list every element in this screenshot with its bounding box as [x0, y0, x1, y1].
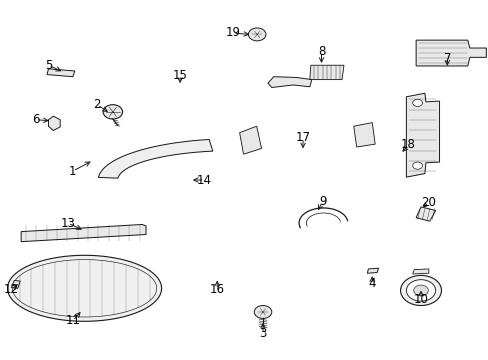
Text: 2: 2: [93, 98, 101, 111]
Polygon shape: [309, 65, 343, 80]
Text: 8: 8: [317, 45, 325, 58]
Circle shape: [413, 285, 427, 296]
Polygon shape: [11, 280, 20, 288]
Circle shape: [412, 99, 422, 107]
Text: 6: 6: [32, 113, 40, 126]
Circle shape: [406, 280, 435, 301]
Circle shape: [254, 306, 271, 319]
Text: 19: 19: [225, 27, 240, 40]
Text: 12: 12: [4, 283, 19, 296]
Polygon shape: [7, 255, 161, 321]
Polygon shape: [267, 77, 311, 87]
Text: 4: 4: [368, 278, 375, 291]
Polygon shape: [353, 123, 374, 147]
Polygon shape: [239, 126, 261, 154]
Text: 15: 15: [172, 69, 187, 82]
Text: 3: 3: [259, 327, 266, 340]
Text: 18: 18: [400, 138, 415, 151]
Polygon shape: [21, 225, 146, 242]
Circle shape: [103, 105, 122, 119]
Polygon shape: [415, 207, 435, 221]
Text: 7: 7: [443, 51, 450, 64]
Text: 9: 9: [318, 195, 325, 208]
Text: 5: 5: [45, 59, 52, 72]
Text: 17: 17: [295, 131, 310, 144]
Circle shape: [400, 275, 441, 306]
Circle shape: [248, 28, 265, 41]
Text: 11: 11: [65, 314, 80, 327]
Polygon shape: [48, 116, 60, 131]
Text: 1: 1: [69, 165, 77, 177]
Circle shape: [412, 162, 422, 169]
Polygon shape: [47, 69, 75, 77]
Text: 16: 16: [209, 283, 224, 296]
Polygon shape: [406, 93, 439, 177]
Text: 13: 13: [61, 216, 75, 230]
Text: 20: 20: [421, 196, 435, 209]
Text: 10: 10: [413, 293, 427, 306]
Polygon shape: [415, 40, 486, 66]
Polygon shape: [0, 0, 156, 12]
Polygon shape: [412, 269, 428, 274]
Text: 14: 14: [197, 174, 212, 186]
Polygon shape: [366, 268, 378, 273]
Polygon shape: [98, 139, 212, 178]
